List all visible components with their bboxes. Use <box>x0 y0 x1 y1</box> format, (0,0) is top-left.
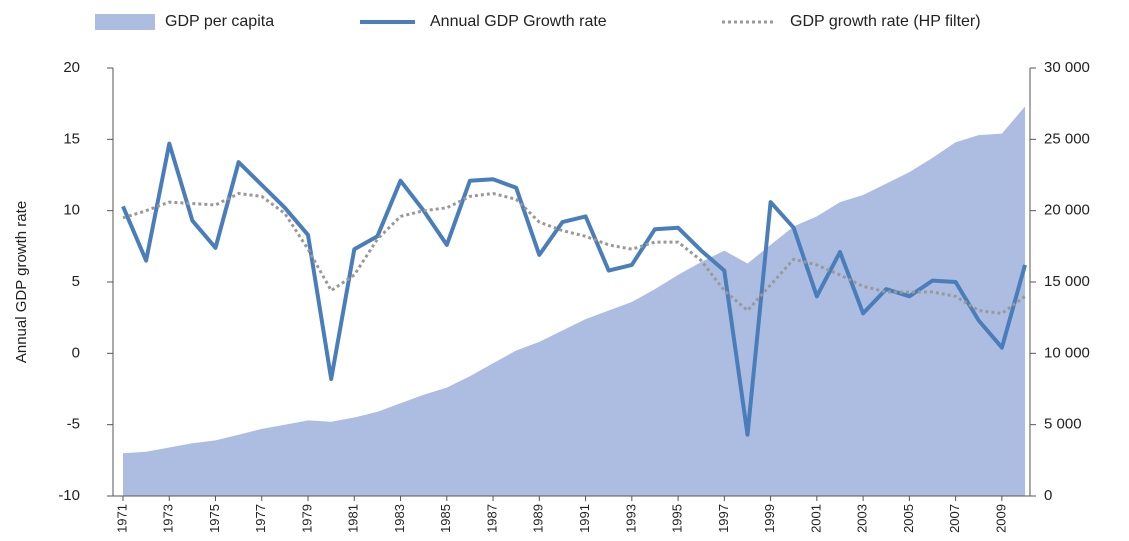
x-tick-label: 1995 <box>670 504 685 533</box>
y2-tick-label: 20 000 <box>1044 202 1090 219</box>
x-tick-label: 1999 <box>762 504 777 533</box>
y-tick-label: -10 <box>58 487 80 504</box>
x-tick-label: 2003 <box>855 504 870 533</box>
y2-tick-label: 10 000 <box>1044 344 1090 361</box>
y2-tick-label: 0 <box>1044 487 1052 504</box>
y-tick-label: 0 <box>72 344 80 361</box>
legend-label: GDP growth rate (HP filter) <box>790 13 981 30</box>
x-tick-label: 1983 <box>392 504 407 533</box>
x-tick-label: 1977 <box>253 504 268 533</box>
x-tick-label: 1993 <box>623 504 638 533</box>
x-tick-label: 1973 <box>161 504 176 533</box>
x-tick-label: 1981 <box>346 504 361 533</box>
legend-label: Annual GDP Growth rate <box>430 13 607 30</box>
y2-tick-label: 30 000 <box>1044 59 1090 76</box>
y-tick-label: 5 <box>72 273 80 290</box>
line <box>121 141 1027 437</box>
legend-label: GDP per capita <box>165 13 274 30</box>
x-tick-label: 2009 <box>993 504 1008 533</box>
line <box>122 192 1026 315</box>
y-tick-label: 20 <box>63 59 80 76</box>
x-tick-label: 1979 <box>299 504 314 533</box>
y2-tick-label: 5 000 <box>1044 416 1082 433</box>
x-tick-label: 1975 <box>207 504 222 533</box>
y2-tick-label: 25 000 <box>1044 130 1090 147</box>
x-tick-label: 1985 <box>438 504 453 533</box>
x-tick-label: 1991 <box>577 504 592 533</box>
x-tick-label: 2007 <box>947 504 962 533</box>
x-tick-label: 1987 <box>484 504 499 533</box>
y-tick-label: 10 <box>63 202 80 219</box>
y2-tick-label: 15 000 <box>1044 273 1090 290</box>
legend-swatch <box>95 14 155 30</box>
x-tick-label: 2005 <box>901 504 916 533</box>
x-tick-label: 1971 <box>114 504 129 533</box>
area <box>123 106 1025 496</box>
y-axis-label: Annual GDP growth rate <box>13 201 30 363</box>
x-tick-label: 2001 <box>808 504 823 533</box>
x-tick-label: 1997 <box>716 504 731 533</box>
x-tick-label: 1989 <box>531 504 546 533</box>
y-tick-label: -5 <box>67 416 80 433</box>
y-tick-label: 15 <box>63 130 80 147</box>
